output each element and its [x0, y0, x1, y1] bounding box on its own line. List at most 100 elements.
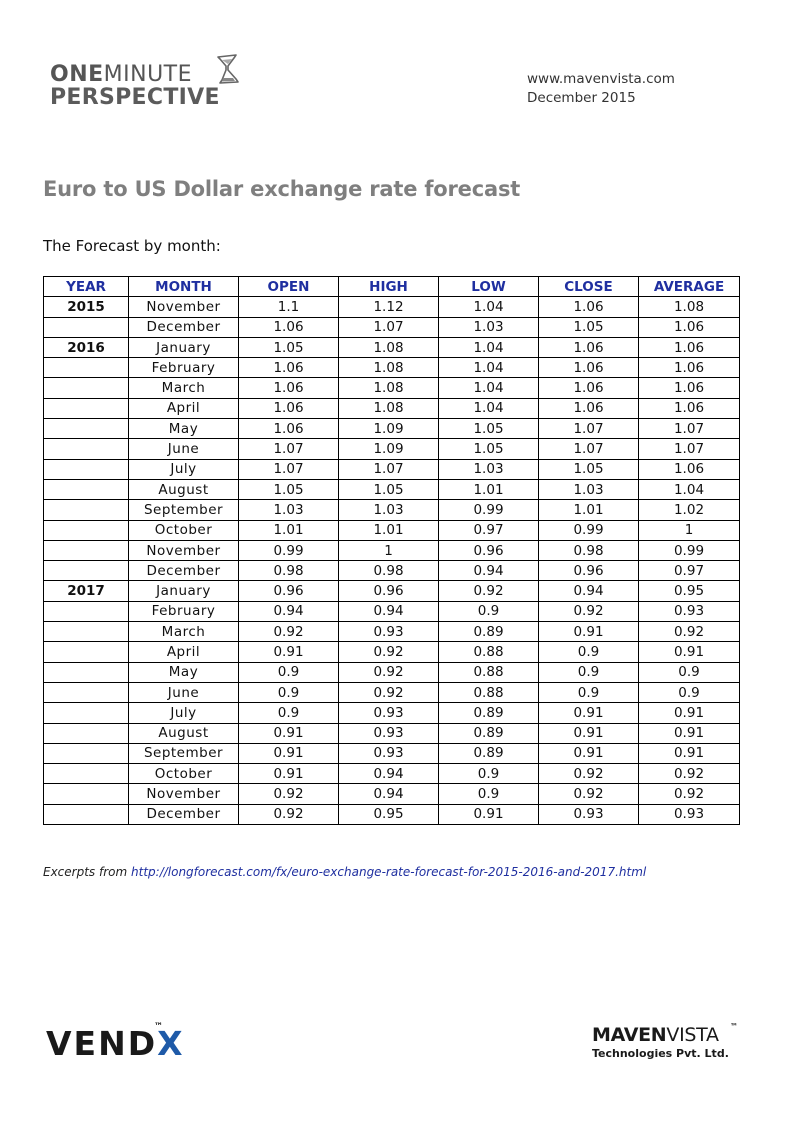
table-row: 2017 January 0.96 0.96 0.92 0.94 0.95 [43, 580, 740, 602]
cell-low: 0.88 [438, 641, 539, 663]
table-row: September 1.03 1.03 0.99 1.01 1.02 [43, 499, 740, 521]
cell-close: 0.9 [538, 661, 639, 683]
cell-average: 0.9 [638, 661, 740, 683]
document-title: Euro to US Dollar exchange rate forecast [43, 177, 521, 201]
table-row: October 0.91 0.94 0.9 0.92 0.92 [43, 763, 740, 785]
column-header-close: CLOSE [538, 275, 639, 298]
logo-line-1: ONEMINUTE [50, 64, 192, 86]
cell-high: 1.03 [338, 499, 439, 521]
table-row: April 1.06 1.08 1.04 1.06 1.06 [43, 397, 740, 420]
cell-close: 1.06 [538, 397, 639, 420]
cell-close: 0.91 [538, 742, 639, 765]
cell-year: 2015 [43, 296, 129, 318]
table-row: February 1.06 1.08 1.04 1.06 1.06 [43, 357, 740, 379]
cell-average: 1 [638, 519, 740, 541]
cell-close: 1.05 [538, 458, 639, 480]
cell-low: 0.89 [438, 702, 539, 724]
site-info: www.mavenvista.com December 2015 [527, 70, 675, 108]
table-row: May 1.06 1.09 1.05 1.07 1.07 [43, 418, 740, 440]
table-row: November 0.99 1 0.96 0.98 0.99 [43, 539, 740, 562]
mavenvista-light: VISTA [666, 1024, 719, 1046]
cell-low: 0.89 [438, 742, 539, 765]
cell-average: 0.9 [638, 681, 740, 704]
cell-open: 1.05 [238, 478, 339, 501]
cell-close: 0.92 [538, 783, 639, 805]
cell-average: 1.07 [638, 418, 740, 440]
cell-close: 0.9 [538, 681, 639, 704]
cell-low: 1.04 [438, 357, 539, 379]
cell-average: 0.92 [638, 783, 740, 805]
cell-low: 1.04 [438, 397, 539, 420]
cell-month: March [128, 621, 239, 643]
table-row: December 1.06 1.07 1.03 1.05 1.06 [43, 316, 740, 338]
cell-month: August [128, 478, 239, 501]
cell-average: 1.06 [638, 377, 740, 399]
cell-year [43, 560, 129, 582]
cell-month: February [128, 357, 239, 379]
cell-year [43, 519, 129, 541]
cell-low: 1.04 [438, 336, 539, 359]
cell-close: 0.91 [538, 621, 639, 643]
cell-open: 1.05 [238, 336, 339, 359]
website-url[interactable]: www.mavenvista.com [527, 71, 675, 87]
cell-month: May [128, 661, 239, 683]
cell-low: 1.01 [438, 478, 539, 501]
cell-high: 1.07 [338, 316, 439, 338]
table-header-row: YEAR MONTH OPEN HIGH LOW CLOSE AVERAGE [43, 275, 740, 298]
cell-month: July [128, 702, 239, 724]
table-row: April 0.91 0.92 0.88 0.9 0.91 [43, 641, 740, 663]
table-row: December 0.98 0.98 0.94 0.96 0.97 [43, 560, 740, 582]
cell-high: 0.93 [338, 742, 439, 765]
cell-high: 0.93 [338, 702, 439, 724]
cell-open: 1.07 [238, 438, 339, 460]
cell-close: 1.06 [538, 296, 639, 318]
cell-year [43, 418, 129, 440]
cell-high: 1.09 [338, 438, 439, 460]
cell-open: 0.9 [238, 681, 339, 704]
cell-average: 1.06 [638, 336, 740, 359]
cell-high: 0.93 [338, 722, 439, 744]
hourglass-icon [217, 54, 239, 84]
cell-high: 1.01 [338, 519, 439, 541]
column-header-open: OPEN [238, 275, 339, 298]
cell-year [43, 478, 129, 501]
cell-year [43, 783, 129, 805]
table-row: August 0.91 0.93 0.89 0.91 0.91 [43, 722, 740, 744]
cell-close: 0.94 [538, 580, 639, 602]
cell-month: November [128, 783, 239, 805]
table-row: June 0.9 0.92 0.88 0.9 0.9 [43, 681, 740, 704]
vendx-trademark: ™ [154, 1022, 163, 1032]
cell-close: 1.07 [538, 418, 639, 440]
cell-low: 1.05 [438, 418, 539, 440]
cell-high: 1.09 [338, 418, 439, 440]
table-row: May 0.9 0.92 0.88 0.9 0.9 [43, 661, 740, 683]
table-row: 2015 November 1.1 1.12 1.04 1.06 1.08 [43, 296, 740, 318]
table-row: September 0.91 0.93 0.89 0.91 0.91 [43, 742, 740, 765]
source-prefix: Excerpts from [43, 865, 128, 879]
cell-open: 0.9 [238, 702, 339, 724]
cell-close: 1.01 [538, 499, 639, 521]
cell-low: 1.04 [438, 296, 539, 318]
cell-year [43, 803, 129, 826]
cell-month: October [128, 519, 239, 541]
cell-average: 0.91 [638, 722, 740, 744]
cell-close: 1.05 [538, 316, 639, 338]
cell-close: 0.99 [538, 519, 639, 541]
cell-open: 0.92 [238, 621, 339, 643]
source-link[interactable]: http://longforecast.com/fx/euro-exchange… [131, 865, 647, 879]
cell-open: 0.91 [238, 763, 339, 785]
cell-month: August [128, 722, 239, 744]
cell-low: 0.88 [438, 661, 539, 683]
source-citation: Excerpts from http://longforecast.com/fx… [43, 865, 646, 879]
cell-close: 0.98 [538, 539, 639, 562]
cell-open: 1.07 [238, 458, 339, 480]
cell-close: 1.03 [538, 478, 639, 501]
table-row: 2016 January 1.05 1.08 1.04 1.06 1.06 [43, 336, 740, 359]
forecast-table: YEAR MONTH OPEN HIGH LOW CLOSE AVERAGE 2015 Nov… [43, 275, 740, 826]
table-row: June 1.07 1.09 1.05 1.07 1.07 [43, 438, 740, 460]
cell-year [43, 600, 129, 623]
cell-average: 0.93 [638, 600, 740, 623]
intro-text: The Forecast by month: [43, 237, 221, 255]
cell-open: 1.01 [238, 519, 339, 541]
table-row: October 1.01 1.01 0.97 0.99 1 [43, 519, 740, 541]
